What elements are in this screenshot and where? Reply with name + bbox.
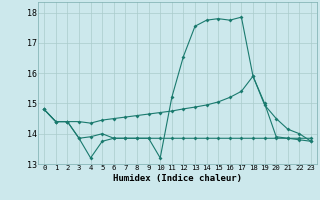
X-axis label: Humidex (Indice chaleur): Humidex (Indice chaleur): [113, 174, 242, 183]
